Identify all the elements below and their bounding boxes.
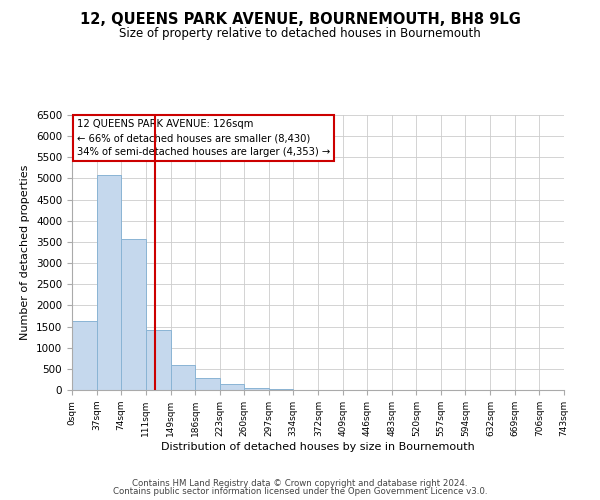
Bar <box>146 330 170 390</box>
X-axis label: Distribution of detached houses by size in Bournemouth: Distribution of detached houses by size … <box>161 442 475 452</box>
Bar <box>170 366 195 390</box>
Text: Size of property relative to detached houses in Bournemouth: Size of property relative to detached ho… <box>119 28 481 40</box>
Bar <box>220 384 244 390</box>
Bar <box>97 174 121 390</box>
Bar <box>195 378 220 390</box>
Bar <box>269 389 293 390</box>
Text: Contains public sector information licensed under the Open Government Licence v3: Contains public sector information licen… <box>113 487 487 496</box>
Text: Contains HM Land Registry data © Crown copyright and database right 2024.: Contains HM Land Registry data © Crown c… <box>132 478 468 488</box>
Text: 12, QUEENS PARK AVENUE, BOURNEMOUTH, BH8 9LG: 12, QUEENS PARK AVENUE, BOURNEMOUTH, BH8… <box>80 12 520 28</box>
Text: 12 QUEENS PARK AVENUE: 126sqm
← 66% of detached houses are smaller (8,430)
34% o: 12 QUEENS PARK AVENUE: 126sqm ← 66% of d… <box>77 119 330 157</box>
Y-axis label: Number of detached properties: Number of detached properties <box>20 165 31 340</box>
Bar <box>72 321 97 390</box>
Bar <box>244 388 269 390</box>
Bar <box>121 239 146 390</box>
